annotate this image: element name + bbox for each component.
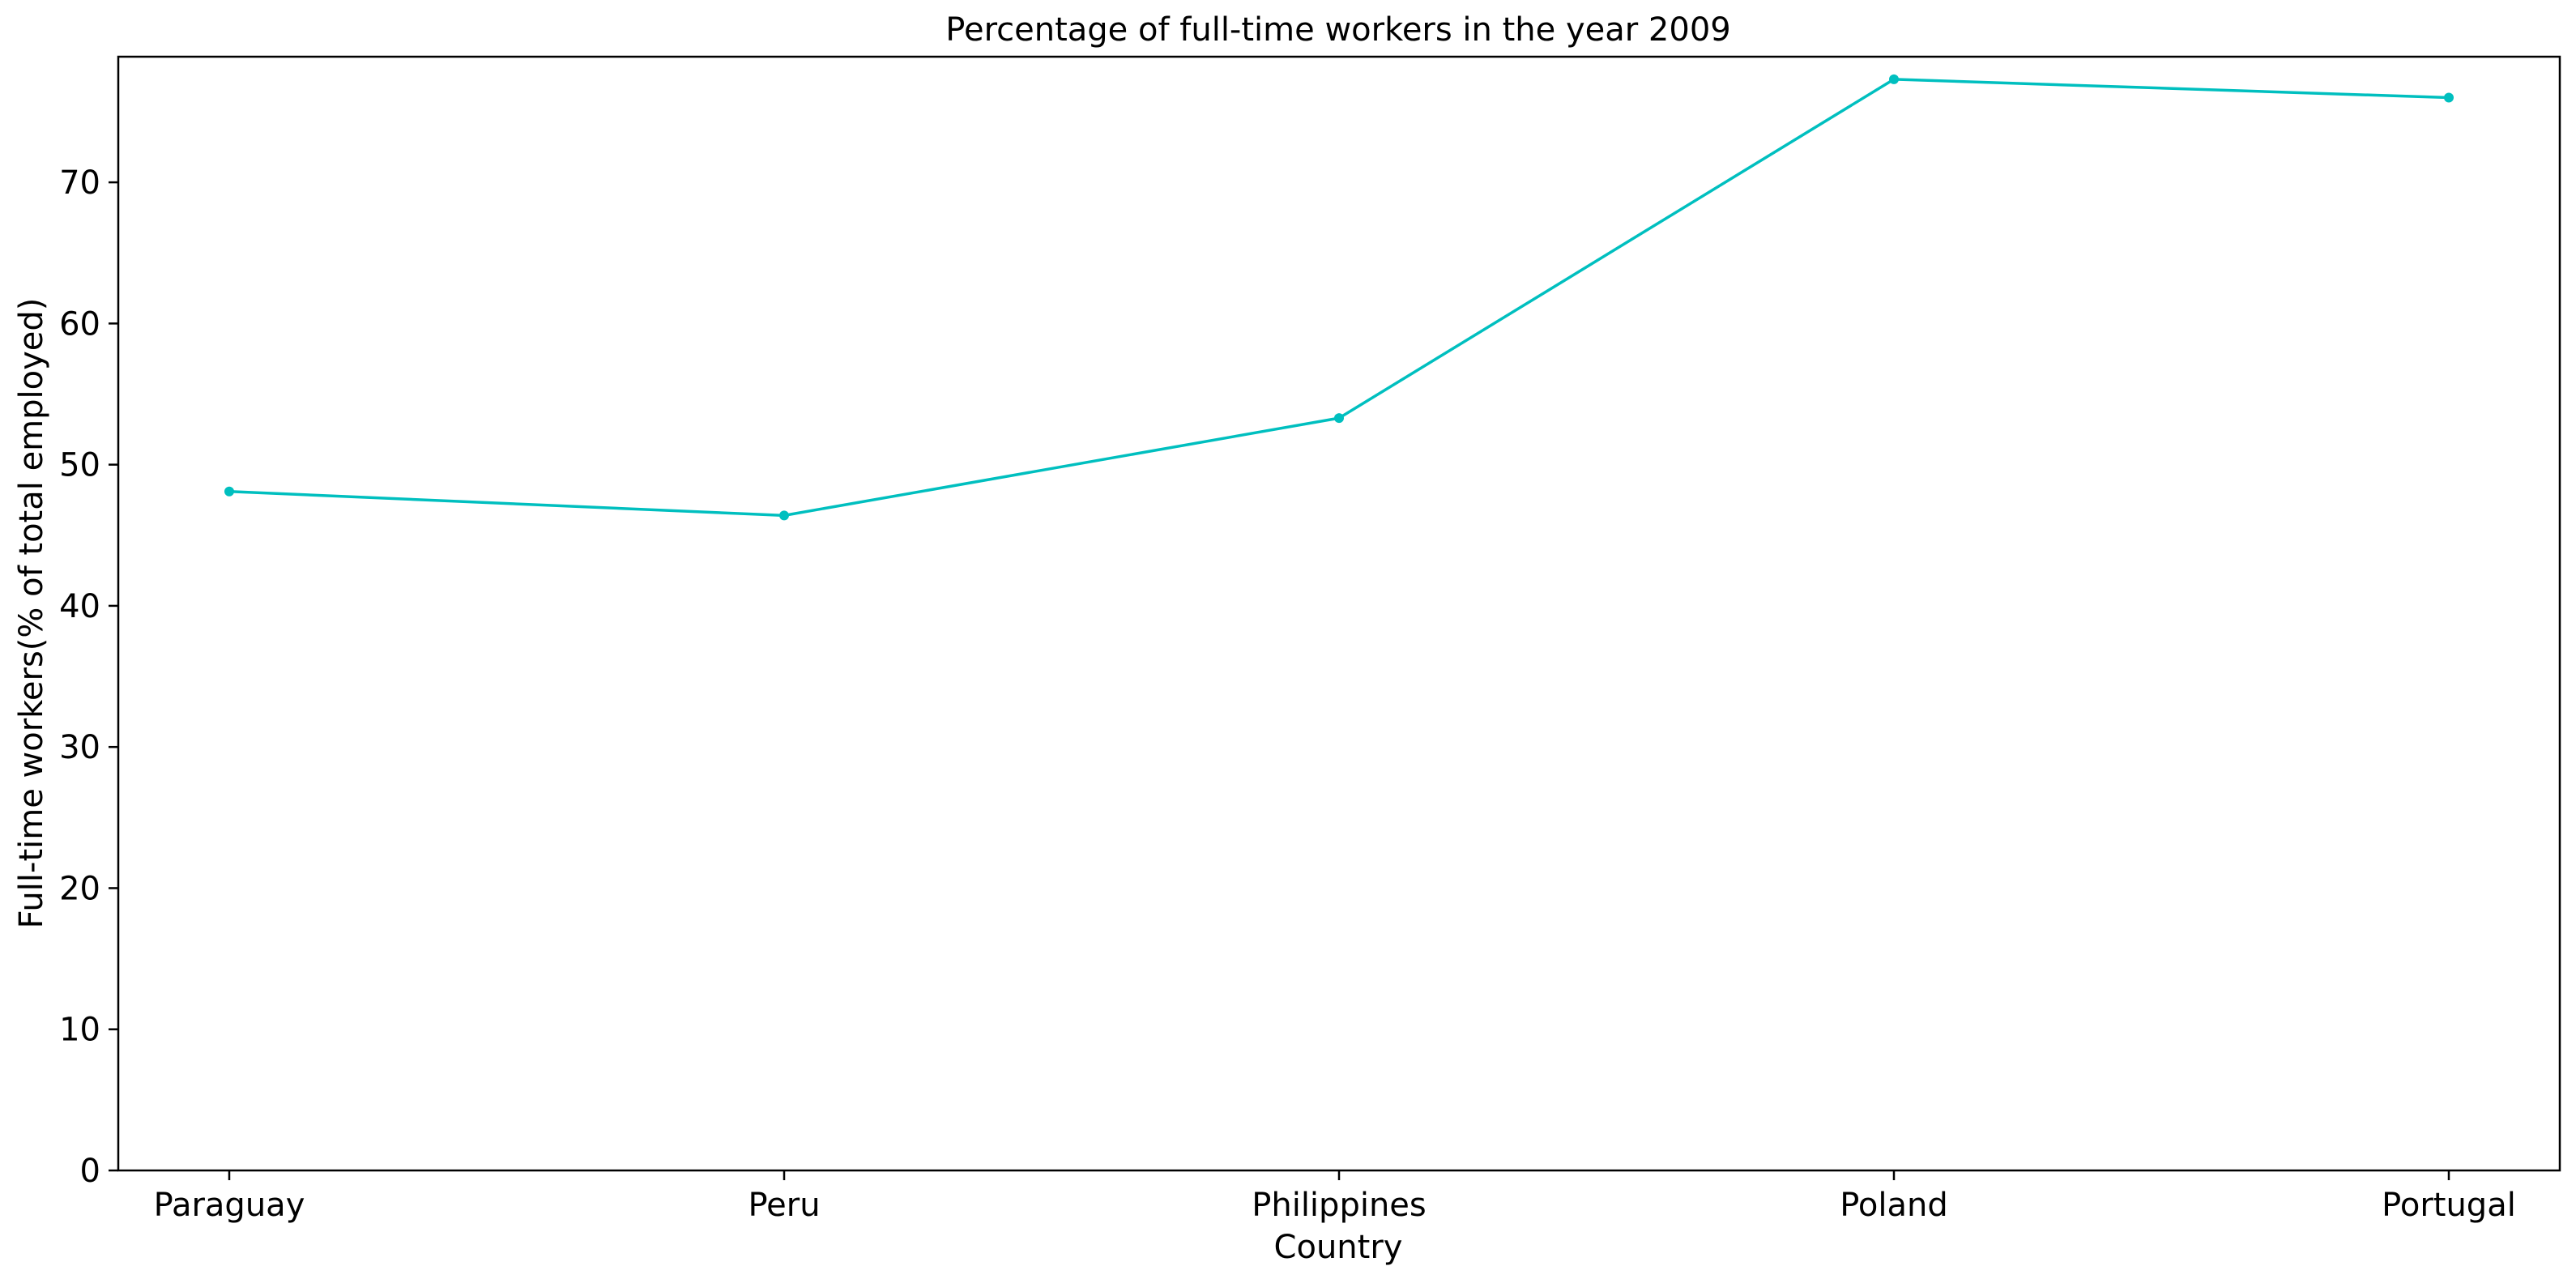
y-tick-label: 70 xyxy=(59,164,100,202)
x-axis: Paraguay Peru Philippines Poland Portugal xyxy=(154,1170,2516,1224)
data-point xyxy=(2444,92,2454,103)
x-tick-label: Portugal xyxy=(2382,1187,2516,1224)
y-tick-label: 30 xyxy=(59,729,100,766)
y-tick-label: 0 xyxy=(80,1153,100,1190)
y-tick-label: 60 xyxy=(59,305,100,343)
data-point xyxy=(1334,413,1344,424)
data-point xyxy=(224,486,234,497)
x-tick-label: Paraguay xyxy=(154,1187,305,1224)
series-layer xyxy=(224,74,2454,521)
data-point xyxy=(779,510,789,521)
plot-area xyxy=(117,55,2561,1172)
x-tick-label: Poland xyxy=(1840,1187,1948,1224)
data-point xyxy=(1889,74,1899,84)
y-axis-label: Full-time workers(% of total employed) xyxy=(13,298,50,929)
series-line xyxy=(228,78,2450,518)
y-tick-label: 40 xyxy=(59,588,100,625)
y-tick-label: 20 xyxy=(59,870,100,907)
chart-title: Percentage of full-time workers in the y… xyxy=(945,11,1730,49)
y-tick-label: 10 xyxy=(59,1012,100,1049)
x-axis-label: Country xyxy=(1274,1229,1403,1266)
y-tick-label: 50 xyxy=(59,447,100,484)
y-axis: 0 10 20 30 40 50 60 70 xyxy=(59,164,118,1190)
x-tick-label: Philippines xyxy=(1252,1187,1427,1224)
x-tick-label: Peru xyxy=(748,1187,820,1224)
